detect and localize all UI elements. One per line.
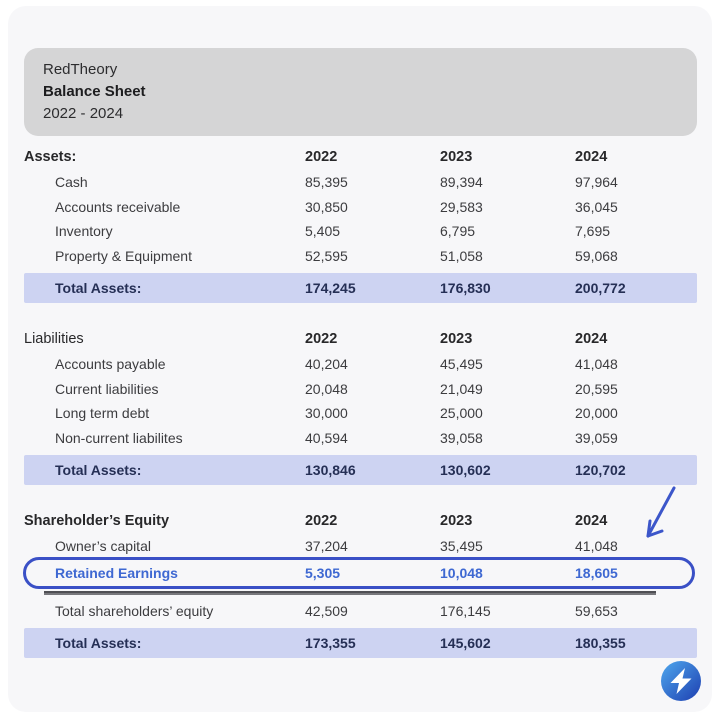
cell-value: 29,583 xyxy=(440,198,483,215)
total-label: Total Assets: xyxy=(55,280,142,296)
cell-value: 59,068 xyxy=(575,247,618,264)
total-label: Total Assets: xyxy=(55,635,142,651)
cell-value: 52,595 xyxy=(305,247,348,264)
cell-value: 85,395 xyxy=(305,174,348,191)
cell-value: 41,048 xyxy=(575,356,618,373)
cell-value: 25,000 xyxy=(440,405,483,422)
cell-value: 40,204 xyxy=(305,356,348,373)
cell-value: 37,204 xyxy=(305,538,348,555)
row-label: Inventory xyxy=(55,223,113,240)
total-value: 173,355 xyxy=(305,635,356,651)
row-label: Owner’s capital xyxy=(55,538,151,555)
assets-total-row: Total Assets: 174,245 176,830 200,772 xyxy=(24,273,697,303)
double-rule-divider xyxy=(44,590,656,595)
table-row: Inventory 5,405 6,795 7,695 xyxy=(24,219,697,244)
cell-value: 89,394 xyxy=(440,174,483,191)
table-row: Property & Equipment 52,595 51,058 59,06… xyxy=(24,244,697,269)
table-row: Non-current liabilites 40,594 39,058 39,… xyxy=(24,426,697,451)
table-row: Current liabilities 20,048 21,049 20,595 xyxy=(24,377,697,402)
row-label: Cash xyxy=(55,174,88,191)
document-title: Balance Sheet xyxy=(43,83,146,100)
row-label: Long term debt xyxy=(55,405,150,422)
company-name: RedTheory xyxy=(43,61,118,78)
cell-value: 39,058 xyxy=(440,429,483,446)
lightning-bolt-logo-icon xyxy=(661,661,701,701)
cell-value: 51,058 xyxy=(440,247,483,264)
cell-value: 35,495 xyxy=(440,538,483,555)
total-value: 176,830 xyxy=(440,280,491,296)
section-assets: Assets: 2022 2023 2024 Cash 85,395 89,39… xyxy=(24,144,697,303)
liabilities-header-row: Liabilities 2022 2023 2024 xyxy=(24,326,697,352)
assets-header-row: Assets: 2022 2023 2024 xyxy=(24,144,697,170)
year-column-header: 2022 xyxy=(305,149,338,165)
cell-value: 42,509 xyxy=(305,602,348,619)
period-range: 2022 - 2024 xyxy=(43,105,124,122)
row-label: Accounts receivable xyxy=(55,198,181,215)
year-column-header: 2024 xyxy=(575,513,608,529)
row-label: Accounts payable xyxy=(55,356,166,373)
cell-value: 45,495 xyxy=(440,356,483,373)
balance-sheet-card: RedTheory Balance Sheet 2022 - 2024 Asse… xyxy=(8,6,712,712)
cell-value: 5,405 xyxy=(305,223,341,240)
table-row: Total shareholders’ equity 42,509 176,14… xyxy=(24,599,697,624)
year-column-header: 2022 xyxy=(305,331,338,347)
year-column-header: 2022 xyxy=(305,513,338,529)
cell-value: 7,695 xyxy=(575,223,611,240)
equity-header-row: Shareholder’s Equity 2022 2023 2024 xyxy=(24,508,697,534)
total-value: 200,772 xyxy=(575,280,626,296)
total-value: 120,702 xyxy=(575,462,626,478)
arrow-annotation-icon xyxy=(646,486,676,538)
cell-value: 5,305 xyxy=(305,564,341,581)
cell-value: 36,045 xyxy=(575,198,618,215)
equity-total-row: Total Assets: 173,355 145,602 180,355 xyxy=(24,628,697,658)
cell-value: 21,049 xyxy=(440,380,483,397)
cell-value: 97,964 xyxy=(575,174,618,191)
cell-value: 40,594 xyxy=(305,429,348,446)
cell-value: 10,048 xyxy=(440,564,483,581)
table-row: Accounts payable 40,204 45,495 41,048 xyxy=(24,352,697,377)
year-column-header: 2023 xyxy=(440,331,473,347)
liabilities-total-row: Total Assets: 130,846 130,602 120,702 xyxy=(24,455,697,485)
year-column-header: 2023 xyxy=(440,513,473,529)
row-label: Property & Equipment xyxy=(55,247,192,264)
section-label-liabilities: Liabilities xyxy=(24,331,84,347)
table-row: Long term debt 30,000 25,000 20,000 xyxy=(24,401,697,426)
cell-value: 6,795 xyxy=(440,223,476,240)
section-equity: Shareholder’s Equity 2022 2023 2024 Owne… xyxy=(23,508,697,658)
table-row: Cash 85,395 89,394 97,964 xyxy=(24,170,697,195)
total-value: 145,602 xyxy=(440,635,491,651)
cell-value: 41,048 xyxy=(575,538,618,555)
section-label-equity: Shareholder’s Equity xyxy=(24,513,170,529)
retained-earnings-row: Retained Earnings 5,305 10,048 18,605 xyxy=(23,556,697,589)
cell-value: 176,145 xyxy=(440,602,491,619)
cell-value: 20,048 xyxy=(305,380,348,397)
cell-value: 20,595 xyxy=(575,380,618,397)
row-label: Retained Earnings xyxy=(55,564,178,581)
document-header: RedTheory Balance Sheet 2022 - 2024 xyxy=(24,48,697,136)
year-column-header: 2024 xyxy=(575,149,608,165)
total-value: 130,846 xyxy=(305,462,356,478)
year-column-header: 2023 xyxy=(440,149,473,165)
balance-table: Assets: 2022 2023 2024 Cash 85,395 89,39… xyxy=(23,144,697,658)
cell-value: 30,000 xyxy=(305,405,348,422)
cell-value: 20,000 xyxy=(575,405,618,422)
cell-value: 18,605 xyxy=(575,564,618,581)
cell-value: 59,653 xyxy=(575,602,618,619)
table-row: Accounts receivable 30,850 29,583 36,045 xyxy=(24,195,697,220)
section-liabilities: Liabilities 2022 2023 2024 Accounts paya… xyxy=(24,326,697,485)
row-label: Total shareholders’ equity xyxy=(55,602,214,619)
cell-value: 30,850 xyxy=(305,198,348,215)
total-value: 174,245 xyxy=(305,280,356,296)
row-label: Current liabilities xyxy=(55,380,159,397)
total-value: 180,355 xyxy=(575,635,626,651)
table-row: Owner’s capital 37,204 35,495 41,048 xyxy=(24,534,697,559)
row-label: Non-current liabilites xyxy=(55,429,183,446)
total-value: 130,602 xyxy=(440,462,491,478)
section-label-assets: Assets: xyxy=(24,149,77,165)
cell-value: 39,059 xyxy=(575,429,618,446)
total-label: Total Assets: xyxy=(55,462,142,478)
year-column-header: 2024 xyxy=(575,331,608,347)
